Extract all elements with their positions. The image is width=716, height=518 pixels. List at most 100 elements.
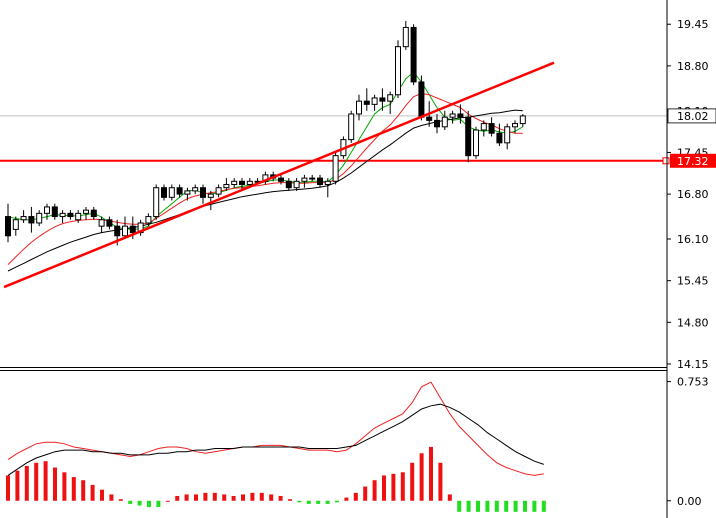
- histogram-bar: [175, 496, 180, 501]
- histogram-bar: [231, 496, 236, 501]
- candle-body: [231, 180, 238, 186]
- candlestick: [387, 91, 394, 114]
- histogram-bar: [6, 475, 10, 501]
- histogram-bar: [118, 499, 123, 501]
- candlestick: [90, 206, 97, 220]
- histogram-bar: [466, 500, 471, 512]
- candlestick: [480, 120, 487, 137]
- candle-body: [356, 100, 362, 115]
- candlestick: [519, 113, 526, 127]
- histogram-bar: [325, 500, 330, 504]
- histogram-bar: [278, 496, 283, 501]
- histogram-bar: [137, 500, 142, 506]
- candlestick: [473, 126, 479, 159]
- histogram-bar: [457, 500, 462, 512]
- candle-body: [67, 212, 74, 218]
- candlestick: [59, 210, 66, 223]
- candlestick: [504, 123, 511, 150]
- candlestick: [488, 117, 495, 137]
- candle-body: [168, 187, 175, 198]
- candle-body: [161, 187, 167, 198]
- candlestick: [371, 94, 378, 111]
- histogram-bar: [297, 500, 302, 503]
- candlestick: [231, 178, 238, 188]
- histogram-bar: [541, 500, 546, 512]
- candlestick: [215, 184, 222, 198]
- level-price-tag: [670, 153, 716, 168]
- moving-average-line: [7, 71, 524, 230]
- candlestick: [161, 184, 167, 201]
- candlestick: [449, 110, 456, 124]
- histogram-bar: [241, 494, 245, 501]
- trendline[interactable]: [3, 61, 555, 289]
- candle-body: [5, 216, 11, 237]
- histogram-bar: [476, 500, 480, 512]
- candle-body: [387, 94, 394, 102]
- candle-body: [480, 123, 487, 131]
- candle-body: [122, 225, 128, 237]
- candle-body: [129, 225, 136, 234]
- histogram-bar: [485, 500, 490, 512]
- candle-body: [379, 97, 386, 102]
- histogram-bar: [15, 470, 20, 501]
- histogram-bar: [447, 494, 452, 501]
- candlestick: [348, 110, 355, 143]
- candle-body: [449, 113, 456, 118]
- histogram-bar: [391, 473, 396, 501]
- moving-average-line: [7, 109, 523, 272]
- histogram-bar: [363, 486, 368, 501]
- histogram-bar: [419, 453, 424, 501]
- histogram-bar: [429, 446, 433, 501]
- histogram-bar: [316, 500, 321, 504]
- candlestick: [434, 113, 440, 134]
- histogram-bar: [353, 492, 358, 501]
- histogram-bar: [410, 462, 415, 501]
- y-tick-label: 18.80: [677, 60, 709, 73]
- histogram-bar: [269, 494, 274, 501]
- candle-body: [145, 216, 152, 224]
- candle-body: [426, 116, 433, 121]
- histogram-bar: [513, 500, 518, 512]
- histogram-bar: [194, 494, 198, 501]
- candlestick: [153, 184, 160, 220]
- candlestick: [356, 94, 362, 121]
- candle-body: [246, 180, 253, 186]
- candlestick: [145, 213, 152, 227]
- candle-body: [465, 116, 472, 157]
- candlestick: [512, 120, 518, 134]
- histogram-bar: [259, 492, 264, 501]
- candlestick: [395, 40, 401, 98]
- candlestick: [67, 210, 74, 220]
- candlestick: [301, 174, 308, 188]
- candlestick: [363, 88, 370, 111]
- candle-body: [200, 187, 206, 198]
- indicator-panel: [6, 381, 546, 512]
- candle-body: [184, 190, 191, 195]
- histogram-bar: [372, 480, 377, 501]
- histogram-bar: [438, 462, 443, 501]
- histogram-bar: [250, 492, 255, 501]
- histogram-bar: [184, 494, 189, 501]
- indicator-tick-label: 0.00: [677, 495, 702, 508]
- candle-body: [309, 177, 316, 180]
- candle-body: [402, 26, 409, 48]
- histogram-bar: [494, 500, 499, 512]
- candle-body: [215, 187, 222, 195]
- histogram-bar: [100, 489, 104, 501]
- candle-body: [488, 123, 495, 134]
- candle-body: [90, 209, 97, 218]
- y-tick-label: 14.15: [677, 358, 709, 371]
- histogram-bar: [400, 472, 405, 501]
- indicator-line: [7, 381, 544, 476]
- candlestick: [402, 21, 409, 50]
- candle-body: [410, 26, 417, 83]
- histogram-bar: [81, 480, 86, 501]
- candlestick: [285, 178, 292, 191]
- level-price-label: 17.32: [677, 155, 709, 168]
- candlestick: [441, 110, 448, 131]
- candle-body: [441, 116, 448, 128]
- candle-body: [434, 119, 440, 128]
- level-handle[interactable]: [662, 157, 670, 165]
- histogram-bar: [24, 465, 29, 501]
